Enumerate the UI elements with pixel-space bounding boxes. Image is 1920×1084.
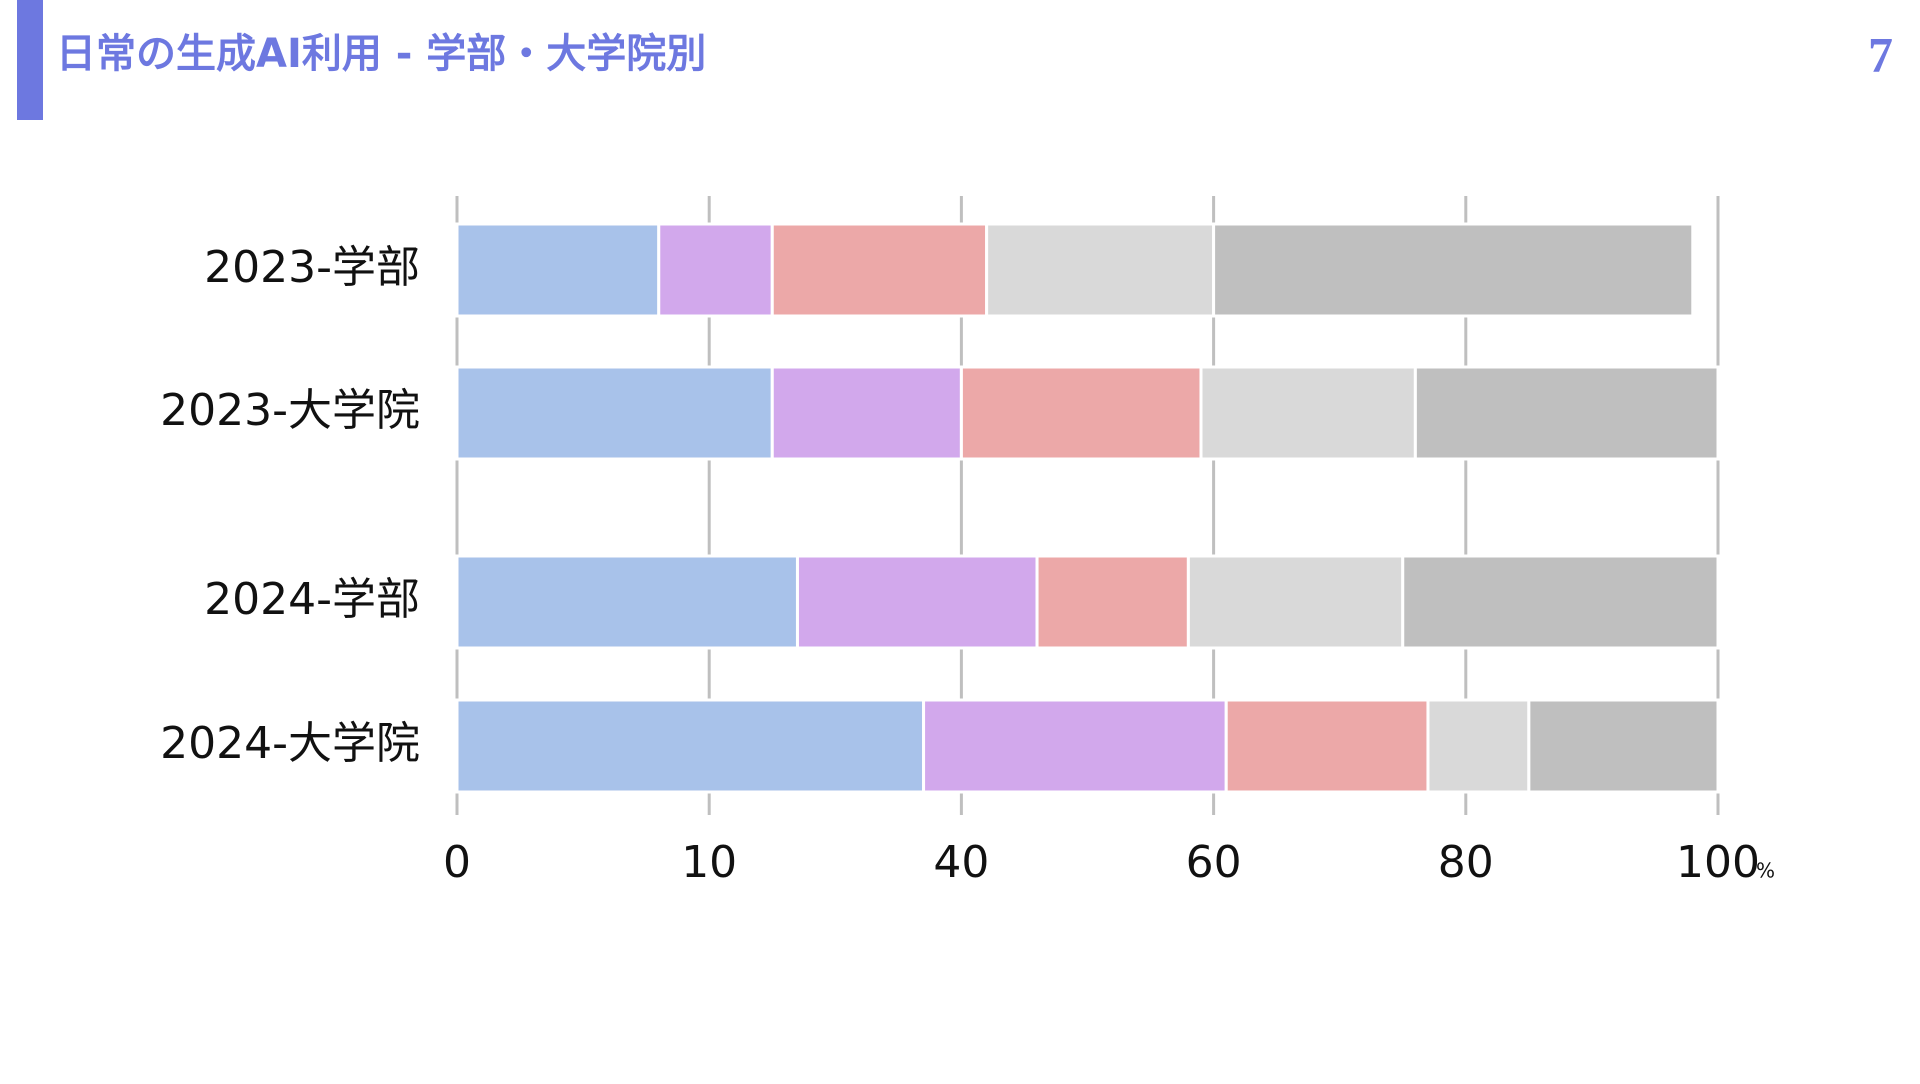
bar-segment: [1426, 698, 1531, 794]
bar-segment: [959, 365, 1203, 461]
bar-segment: [1401, 554, 1720, 650]
bar-segment: [1186, 554, 1405, 650]
bar-segment: [455, 222, 661, 318]
bar-segment: [1413, 365, 1720, 461]
y-tick-label: 2024-学部: [204, 574, 420, 625]
page-number: 7: [1868, 26, 1893, 82]
bar-segment: [1224, 698, 1430, 794]
x-tick-label: 40: [933, 837, 989, 888]
bar-segment: [922, 698, 1228, 794]
bar-segment: [1199, 365, 1417, 461]
y-tick-label: 2023-大学院: [160, 385, 420, 436]
bar-segment: [1212, 222, 1695, 318]
x-tick-label: 10: [681, 837, 737, 888]
bar-segment: [455, 554, 799, 650]
y-tick-label: 2024-大学院: [160, 718, 420, 769]
bar-segment: [795, 554, 1039, 650]
x-tick-label: 80: [1438, 837, 1494, 888]
bar-segment: [1035, 554, 1190, 650]
x-unit: %: [1756, 859, 1775, 883]
bar-segment: [657, 222, 774, 318]
x-tick-label: 0: [443, 837, 471, 888]
bar-segment: [770, 365, 963, 461]
x-tick-label: 60: [1186, 837, 1242, 888]
bar-segment: [455, 365, 774, 461]
x-tick-label: 100: [1676, 837, 1760, 888]
accent-bar: [17, 0, 43, 120]
bar-segment: [770, 222, 989, 318]
chart: 0 10 40 60 80 100% 2023-学部 2023-大学院 2024-学部 2024-…: [160, 196, 1775, 888]
slide-title: 日常の生成AI利用 - 学部・大学院別: [56, 31, 706, 77]
bar-segment: [455, 698, 926, 794]
bar-segment: [985, 222, 1216, 318]
bar-segment: [1527, 698, 1720, 794]
y-tick-label: 2023-学部: [204, 242, 420, 293]
